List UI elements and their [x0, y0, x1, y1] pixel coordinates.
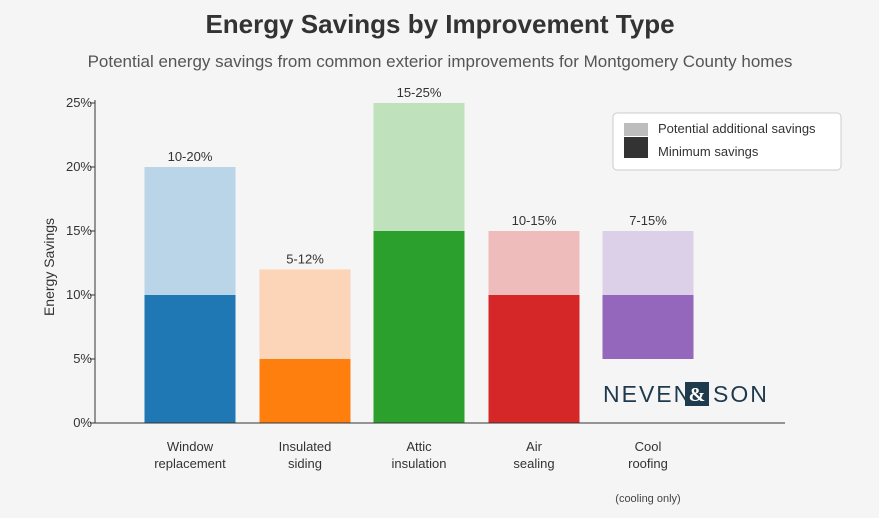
category-label-line1: Window	[167, 439, 214, 454]
category-label-line1: Air	[526, 439, 543, 454]
brand-name-right: SON	[713, 381, 769, 407]
chart-title: Energy Savings by Improvement Type	[205, 9, 674, 39]
category-label-line1: Cool	[635, 439, 662, 454]
brand-name-left: NEVEN	[603, 381, 692, 407]
chart: Energy Savings by Improvement Type Poten…	[0, 0, 879, 518]
bar-minimum	[145, 295, 236, 423]
bar-additional	[145, 167, 236, 295]
legend-swatch-additional	[624, 123, 648, 136]
category-label-line2: replacement	[154, 456, 226, 471]
brand-logo: NEVEN & SON	[603, 381, 769, 407]
bar-additional	[374, 103, 465, 231]
range-label: 5-12%	[286, 251, 324, 266]
category-label-line2: siding	[288, 456, 322, 471]
category-label-line1: Insulated	[279, 439, 332, 454]
y-tick-label: 0%	[73, 415, 92, 430]
chart-subtitle: Potential energy savings from common ext…	[88, 52, 793, 71]
range-label: 10-15%	[512, 213, 557, 228]
range-label: 10-20%	[168, 149, 213, 164]
y-tick-label: 15%	[66, 223, 92, 238]
y-tick-label: 5%	[73, 351, 92, 366]
legend: Potential additional savings Minimum sav…	[613, 113, 841, 170]
legend-label-minimum: Minimum savings	[658, 144, 759, 159]
bar-minimum	[489, 295, 580, 423]
bar-minimum	[374, 231, 465, 423]
bar-minimum	[260, 359, 351, 423]
y-tick-label: 25%	[66, 95, 92, 110]
y-tick-label: 10%	[66, 287, 92, 302]
bar-minimum	[603, 295, 694, 359]
legend-swatch-minimum	[624, 137, 648, 158]
category-label-line1: Attic	[406, 439, 432, 454]
y-tick-label: 20%	[66, 159, 92, 174]
bar-additional	[489, 231, 580, 295]
category-label-line2: roofing	[628, 456, 668, 471]
legend-label-additional: Potential additional savings	[658, 121, 816, 136]
bar-additional	[260, 269, 351, 359]
bar-additional	[603, 231, 694, 295]
range-label: 7-15%	[629, 213, 667, 228]
category-label-line2: sealing	[513, 456, 554, 471]
y-axis-label: Energy Savings	[41, 218, 57, 316]
cool-roofing-note: (cooling only)	[615, 493, 680, 505]
range-label: 15-25%	[397, 85, 442, 100]
brand-ampersand: &	[689, 384, 706, 406]
category-label-line2: insulation	[392, 456, 447, 471]
